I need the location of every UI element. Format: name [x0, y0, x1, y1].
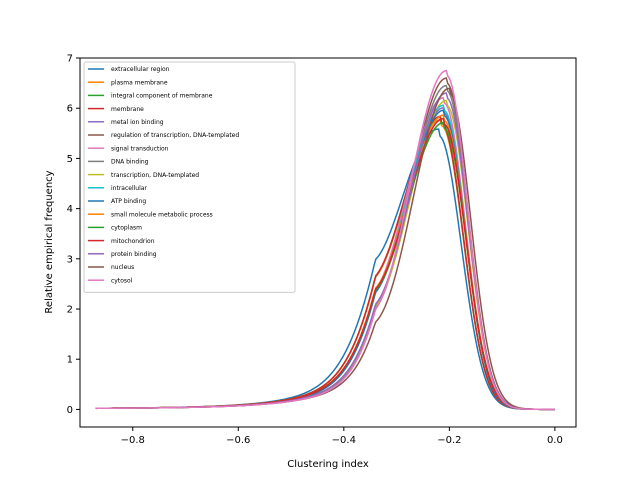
y-tick-label: 1	[67, 355, 73, 366]
legend-entry: protein binding	[111, 251, 157, 258]
legend-entry: metal ion binding	[111, 119, 164, 126]
legend-entry: signal transduction	[111, 145, 169, 152]
y-tick-label: 2	[67, 305, 73, 316]
y-tick-label: 3	[67, 254, 73, 265]
legend-frame	[83, 61, 296, 293]
series-line-16	[95, 69, 555, 411]
legend-entry: nucleus	[111, 264, 134, 271]
x-tick-label: 0.0	[547, 435, 563, 446]
y-axis-label: Relative empirical frequency	[44, 170, 55, 313]
legend-entry: regulation of transcription, DNA-templat…	[111, 132, 239, 139]
y-axis-ticks: 0 1 2 3 4 5 6 7	[67, 54, 80, 416]
legend-entry: plasma membrane	[111, 79, 168, 86]
x-tick-label: −0.2	[437, 435, 461, 446]
legend-entry: transcription, DNA-templated	[111, 172, 199, 179]
legend-entry: small molecule metabolic process	[111, 211, 213, 218]
y-tick-label: 7	[67, 54, 73, 65]
legend-entry: integral component of membrane	[111, 93, 213, 100]
legend-entry: membrane	[111, 106, 144, 113]
legend-entry: cytoplasm	[111, 225, 142, 232]
y-tick-label: 6	[67, 104, 73, 115]
legend-entry: DNA binding	[111, 159, 149, 166]
x-axis-ticks: −0.8 −0.6 −0.4 −0.2 0.0	[121, 427, 563, 446]
x-tick-label: −0.8	[121, 435, 145, 446]
plot-frame	[79, 57, 577, 428]
x-tick-label: −0.6	[226, 435, 250, 446]
y-tick-label: 4	[67, 204, 73, 215]
y-tick-label: 0	[67, 405, 73, 416]
series-layer	[95, 69, 555, 411]
y-tick-label: 5	[67, 154, 73, 165]
legend-entry: ATP binding	[111, 198, 146, 205]
legend: extracellular region plasma membrane integ…	[83, 61, 296, 293]
legend-entry: intracellular	[111, 185, 147, 192]
x-axis-label: Clustering index	[287, 459, 369, 470]
x-tick-label: −0.4	[332, 435, 356, 446]
legend-entry: mitochondrion	[111, 238, 155, 245]
legend-entry: cytosol	[111, 277, 133, 284]
legend-entry: extracellular region	[111, 66, 170, 73]
